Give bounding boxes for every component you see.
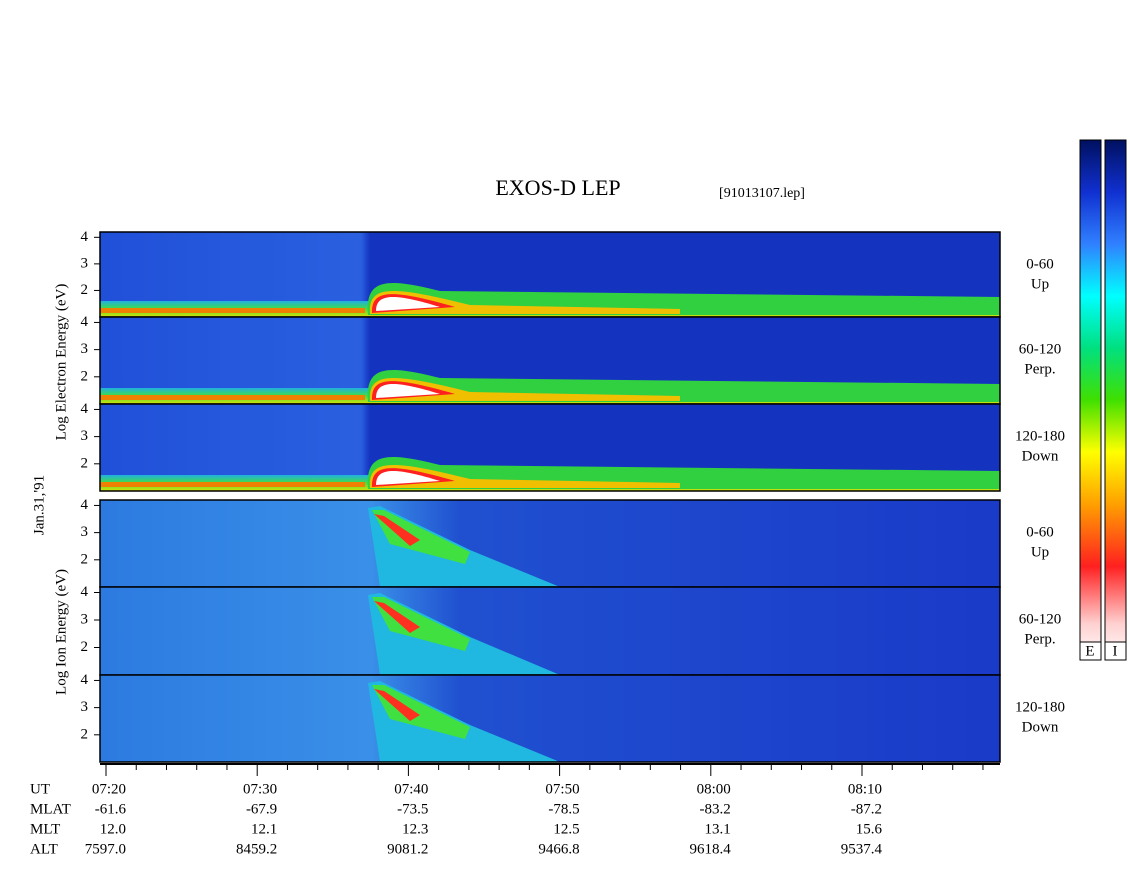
orbit-value: 7597.0 (85, 841, 126, 857)
y-tick-label: 2 (81, 455, 89, 471)
orbit-value: 9618.4 (690, 841, 732, 857)
y-axis-label: Log Ion Energy (eV) (53, 569, 69, 695)
y-tick-label: 2 (81, 639, 89, 655)
y-tick-label: 2 (81, 726, 89, 742)
y-tick-label: 3 (81, 611, 89, 627)
orbit-value: -78.5 (548, 801, 579, 817)
angle-label: 0-60 (1026, 256, 1054, 272)
spectrogram-plume (374, 689, 420, 721)
y-tick-label: 4 (81, 497, 89, 513)
orbit-value: 9466.8 (538, 841, 579, 857)
y-tick-label: 2 (81, 551, 89, 567)
orbit-value: 13.1 (705, 821, 731, 837)
y-tick-label: 2 (81, 368, 89, 384)
spectrogram-burst (376, 470, 440, 485)
colorbar (1104, 139, 1127, 661)
spectrogram-burst (376, 383, 440, 398)
panel-frame (99, 674, 1001, 763)
title: EXOS-D LEP (495, 175, 620, 200)
x-tick-label: 08:00 (697, 781, 731, 797)
spectrogram-band (100, 308, 365, 313)
angle-label: 120-180 (1015, 699, 1065, 715)
x-tick-label: 07:50 (545, 781, 579, 797)
orbit-value: -83.2 (700, 801, 731, 817)
spectrogram-plume (372, 510, 470, 564)
orbit-value: 15.6 (856, 821, 883, 837)
y-tick-label: 3 (81, 428, 89, 444)
x-tick-label: 07:20 (92, 781, 126, 797)
y-tick-label: 3 (81, 524, 89, 540)
colorbar-box (1079, 641, 1102, 661)
direction-label: Perp. (1024, 631, 1055, 647)
spectrogram-burst (369, 377, 680, 401)
colorbar-label: E (1085, 643, 1094, 659)
orbit-value: 12.1 (251, 821, 277, 837)
row-label: MLT (30, 821, 60, 837)
y-tick-label: 4 (81, 314, 89, 330)
angle-label: 120-180 (1015, 428, 1065, 444)
colorbar (1079, 139, 1102, 661)
y-axis-label: Log Electron Energy (eV) (53, 284, 69, 441)
file-name: [91013107.lep] (719, 186, 805, 201)
y-tick-label: 4 (81, 672, 89, 688)
direction-label: Up (1031, 544, 1049, 560)
colorbar-box (1104, 641, 1127, 661)
y-tick-label: 2 (81, 282, 89, 298)
x-tick-label: 07:30 (243, 781, 277, 797)
direction-label: Perp. (1024, 361, 1055, 377)
date: Jan.31,'91 (31, 475, 47, 535)
x-tick-label: 08:10 (848, 781, 882, 797)
y-tick-label: 3 (81, 255, 89, 271)
spectrogram-band (100, 482, 365, 487)
direction-label: Down (1022, 719, 1059, 735)
panel-frame (99, 403, 1001, 492)
y-tick-label: 4 (81, 584, 89, 600)
row-label: MLAT (30, 801, 71, 817)
spectrogram-burst (376, 296, 440, 311)
direction-label: Down (1022, 448, 1059, 464)
spectrogram-background (100, 587, 1000, 675)
spectrogram-burst (369, 290, 680, 314)
row-label: ALT (30, 841, 58, 857)
spectrogram-background (100, 675, 1000, 762)
spectrogram-plume (374, 601, 420, 633)
colorbar-label: I (1113, 643, 1118, 659)
orbit-value: 9081.2 (387, 841, 428, 857)
spectrogram-plume (372, 597, 470, 651)
colorbars: E I (1079, 139, 1127, 661)
orbit-value: 12.0 (100, 821, 126, 837)
spectrogram-plume (374, 514, 420, 546)
orbit-value: -61.6 (95, 801, 127, 817)
spectrogram-background (100, 500, 1000, 587)
x-tick-label: 07:40 (394, 781, 428, 797)
direction-label: Up (1031, 276, 1049, 292)
orbit-value: 12.5 (553, 821, 579, 837)
orbit-value: 8459.2 (236, 841, 277, 857)
angle-label: 60-120 (1019, 341, 1062, 357)
y-tick-label: 4 (81, 401, 89, 417)
orbit-value: -67.9 (246, 801, 277, 817)
y-tick-label: 4 (81, 229, 89, 245)
orbit-value: -73.5 (397, 801, 428, 817)
row-label: UT (30, 781, 50, 797)
orbit-value: 12.3 (402, 821, 428, 837)
y-tick-label: 3 (81, 699, 89, 715)
orbit-value: -87.2 (851, 801, 882, 817)
orbit-value: 9537.4 (841, 841, 883, 857)
y-tick-label: 3 (81, 341, 89, 357)
spectrogram-burst (369, 464, 680, 488)
angle-label: 60-120 (1019, 611, 1062, 627)
angle-label: 0-60 (1026, 524, 1054, 540)
spectrogram-band (100, 395, 365, 400)
spectrogram-plume (372, 685, 470, 739)
